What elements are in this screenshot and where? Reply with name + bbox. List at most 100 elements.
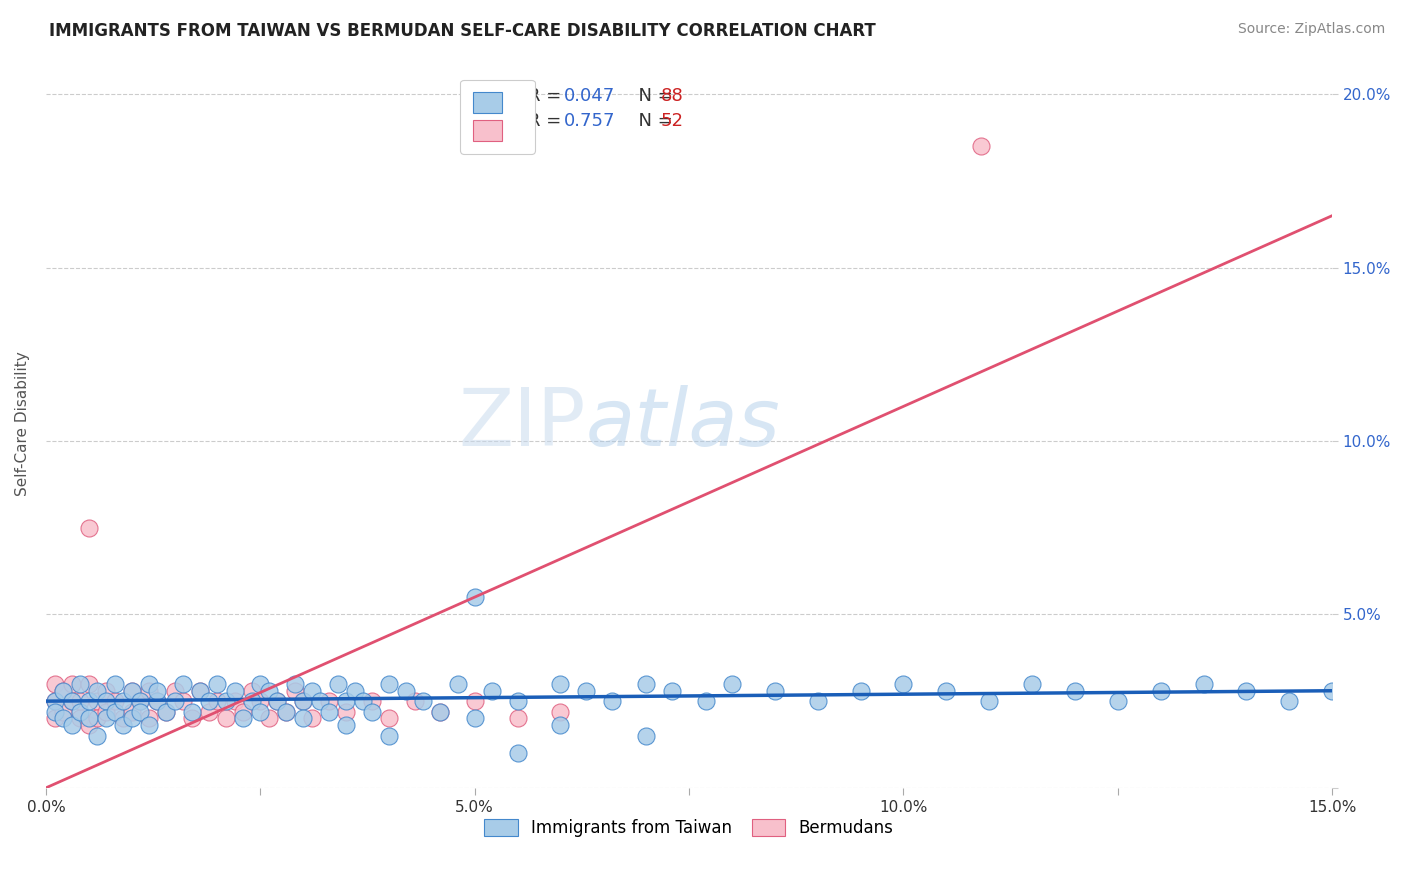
- Point: [266, 694, 288, 708]
- Point: [575, 683, 598, 698]
- Point: [112, 718, 135, 732]
- Point: [224, 683, 246, 698]
- Point: [464, 590, 486, 604]
- Point: [232, 705, 254, 719]
- Point: [146, 694, 169, 708]
- Point: [404, 694, 426, 708]
- Point: [412, 694, 434, 708]
- Point: [292, 694, 315, 708]
- Legend: Immigrants from Taiwan, Bermudans: Immigrants from Taiwan, Bermudans: [477, 810, 903, 845]
- Point: [1192, 677, 1215, 691]
- Point: [600, 694, 623, 708]
- Point: [481, 683, 503, 698]
- Point: [207, 694, 229, 708]
- Point: [1236, 683, 1258, 698]
- Point: [138, 683, 160, 698]
- Point: [60, 694, 83, 708]
- Text: R =: R =: [529, 87, 567, 105]
- Point: [44, 694, 66, 708]
- Text: R =: R =: [529, 112, 567, 130]
- Point: [215, 694, 238, 708]
- Point: [129, 705, 152, 719]
- Point: [77, 521, 100, 535]
- Point: [112, 694, 135, 708]
- Point: [163, 694, 186, 708]
- Point: [94, 683, 117, 698]
- Point: [763, 683, 786, 698]
- Point: [112, 711, 135, 725]
- Point: [232, 711, 254, 725]
- Point: [935, 683, 957, 698]
- Point: [360, 705, 382, 719]
- Point: [240, 694, 263, 708]
- Point: [52, 711, 75, 725]
- Point: [318, 705, 340, 719]
- Point: [807, 694, 830, 708]
- Point: [129, 694, 152, 708]
- Point: [266, 694, 288, 708]
- Point: [292, 711, 315, 725]
- Point: [429, 705, 451, 719]
- Point: [274, 705, 297, 719]
- Point: [163, 683, 186, 698]
- Point: [121, 711, 143, 725]
- Point: [52, 683, 75, 698]
- Point: [103, 677, 125, 691]
- Point: [224, 694, 246, 708]
- Point: [44, 705, 66, 719]
- Point: [360, 694, 382, 708]
- Point: [52, 705, 75, 719]
- Point: [44, 677, 66, 691]
- Text: ZIP: ZIP: [458, 384, 586, 463]
- Point: [138, 711, 160, 725]
- Point: [636, 729, 658, 743]
- Point: [188, 683, 211, 698]
- Point: [198, 705, 221, 719]
- Point: [1021, 677, 1043, 691]
- Text: N =: N =: [627, 112, 679, 130]
- Point: [893, 677, 915, 691]
- Point: [429, 705, 451, 719]
- Point: [301, 683, 323, 698]
- Point: [172, 677, 194, 691]
- Point: [326, 677, 349, 691]
- Point: [249, 694, 271, 708]
- Point: [506, 694, 529, 708]
- Point: [257, 683, 280, 698]
- Point: [695, 694, 717, 708]
- Point: [395, 683, 418, 698]
- Point: [86, 694, 108, 708]
- Point: [138, 718, 160, 732]
- Point: [257, 711, 280, 725]
- Point: [550, 677, 572, 691]
- Point: [335, 705, 357, 719]
- Point: [155, 705, 177, 719]
- Point: [464, 694, 486, 708]
- Point: [318, 694, 340, 708]
- Point: [378, 729, 401, 743]
- Point: [103, 705, 125, 719]
- Text: 0.757: 0.757: [564, 112, 616, 130]
- Point: [378, 677, 401, 691]
- Point: [60, 677, 83, 691]
- Point: [94, 705, 117, 719]
- Point: [292, 694, 315, 708]
- Point: [636, 677, 658, 691]
- Point: [506, 711, 529, 725]
- Point: [979, 694, 1001, 708]
- Point: [86, 729, 108, 743]
- Point: [180, 711, 202, 725]
- Point: [86, 683, 108, 698]
- Point: [464, 711, 486, 725]
- Point: [77, 711, 100, 725]
- Point: [661, 683, 683, 698]
- Text: IMMIGRANTS FROM TAIWAN VS BERMUDAN SELF-CARE DISABILITY CORRELATION CHART: IMMIGRANTS FROM TAIWAN VS BERMUDAN SELF-…: [49, 22, 876, 40]
- Point: [198, 694, 221, 708]
- Point: [180, 705, 202, 719]
- Point: [249, 705, 271, 719]
- Point: [849, 683, 872, 698]
- Point: [146, 694, 169, 708]
- Point: [215, 711, 238, 725]
- Point: [1150, 683, 1173, 698]
- Point: [343, 683, 366, 698]
